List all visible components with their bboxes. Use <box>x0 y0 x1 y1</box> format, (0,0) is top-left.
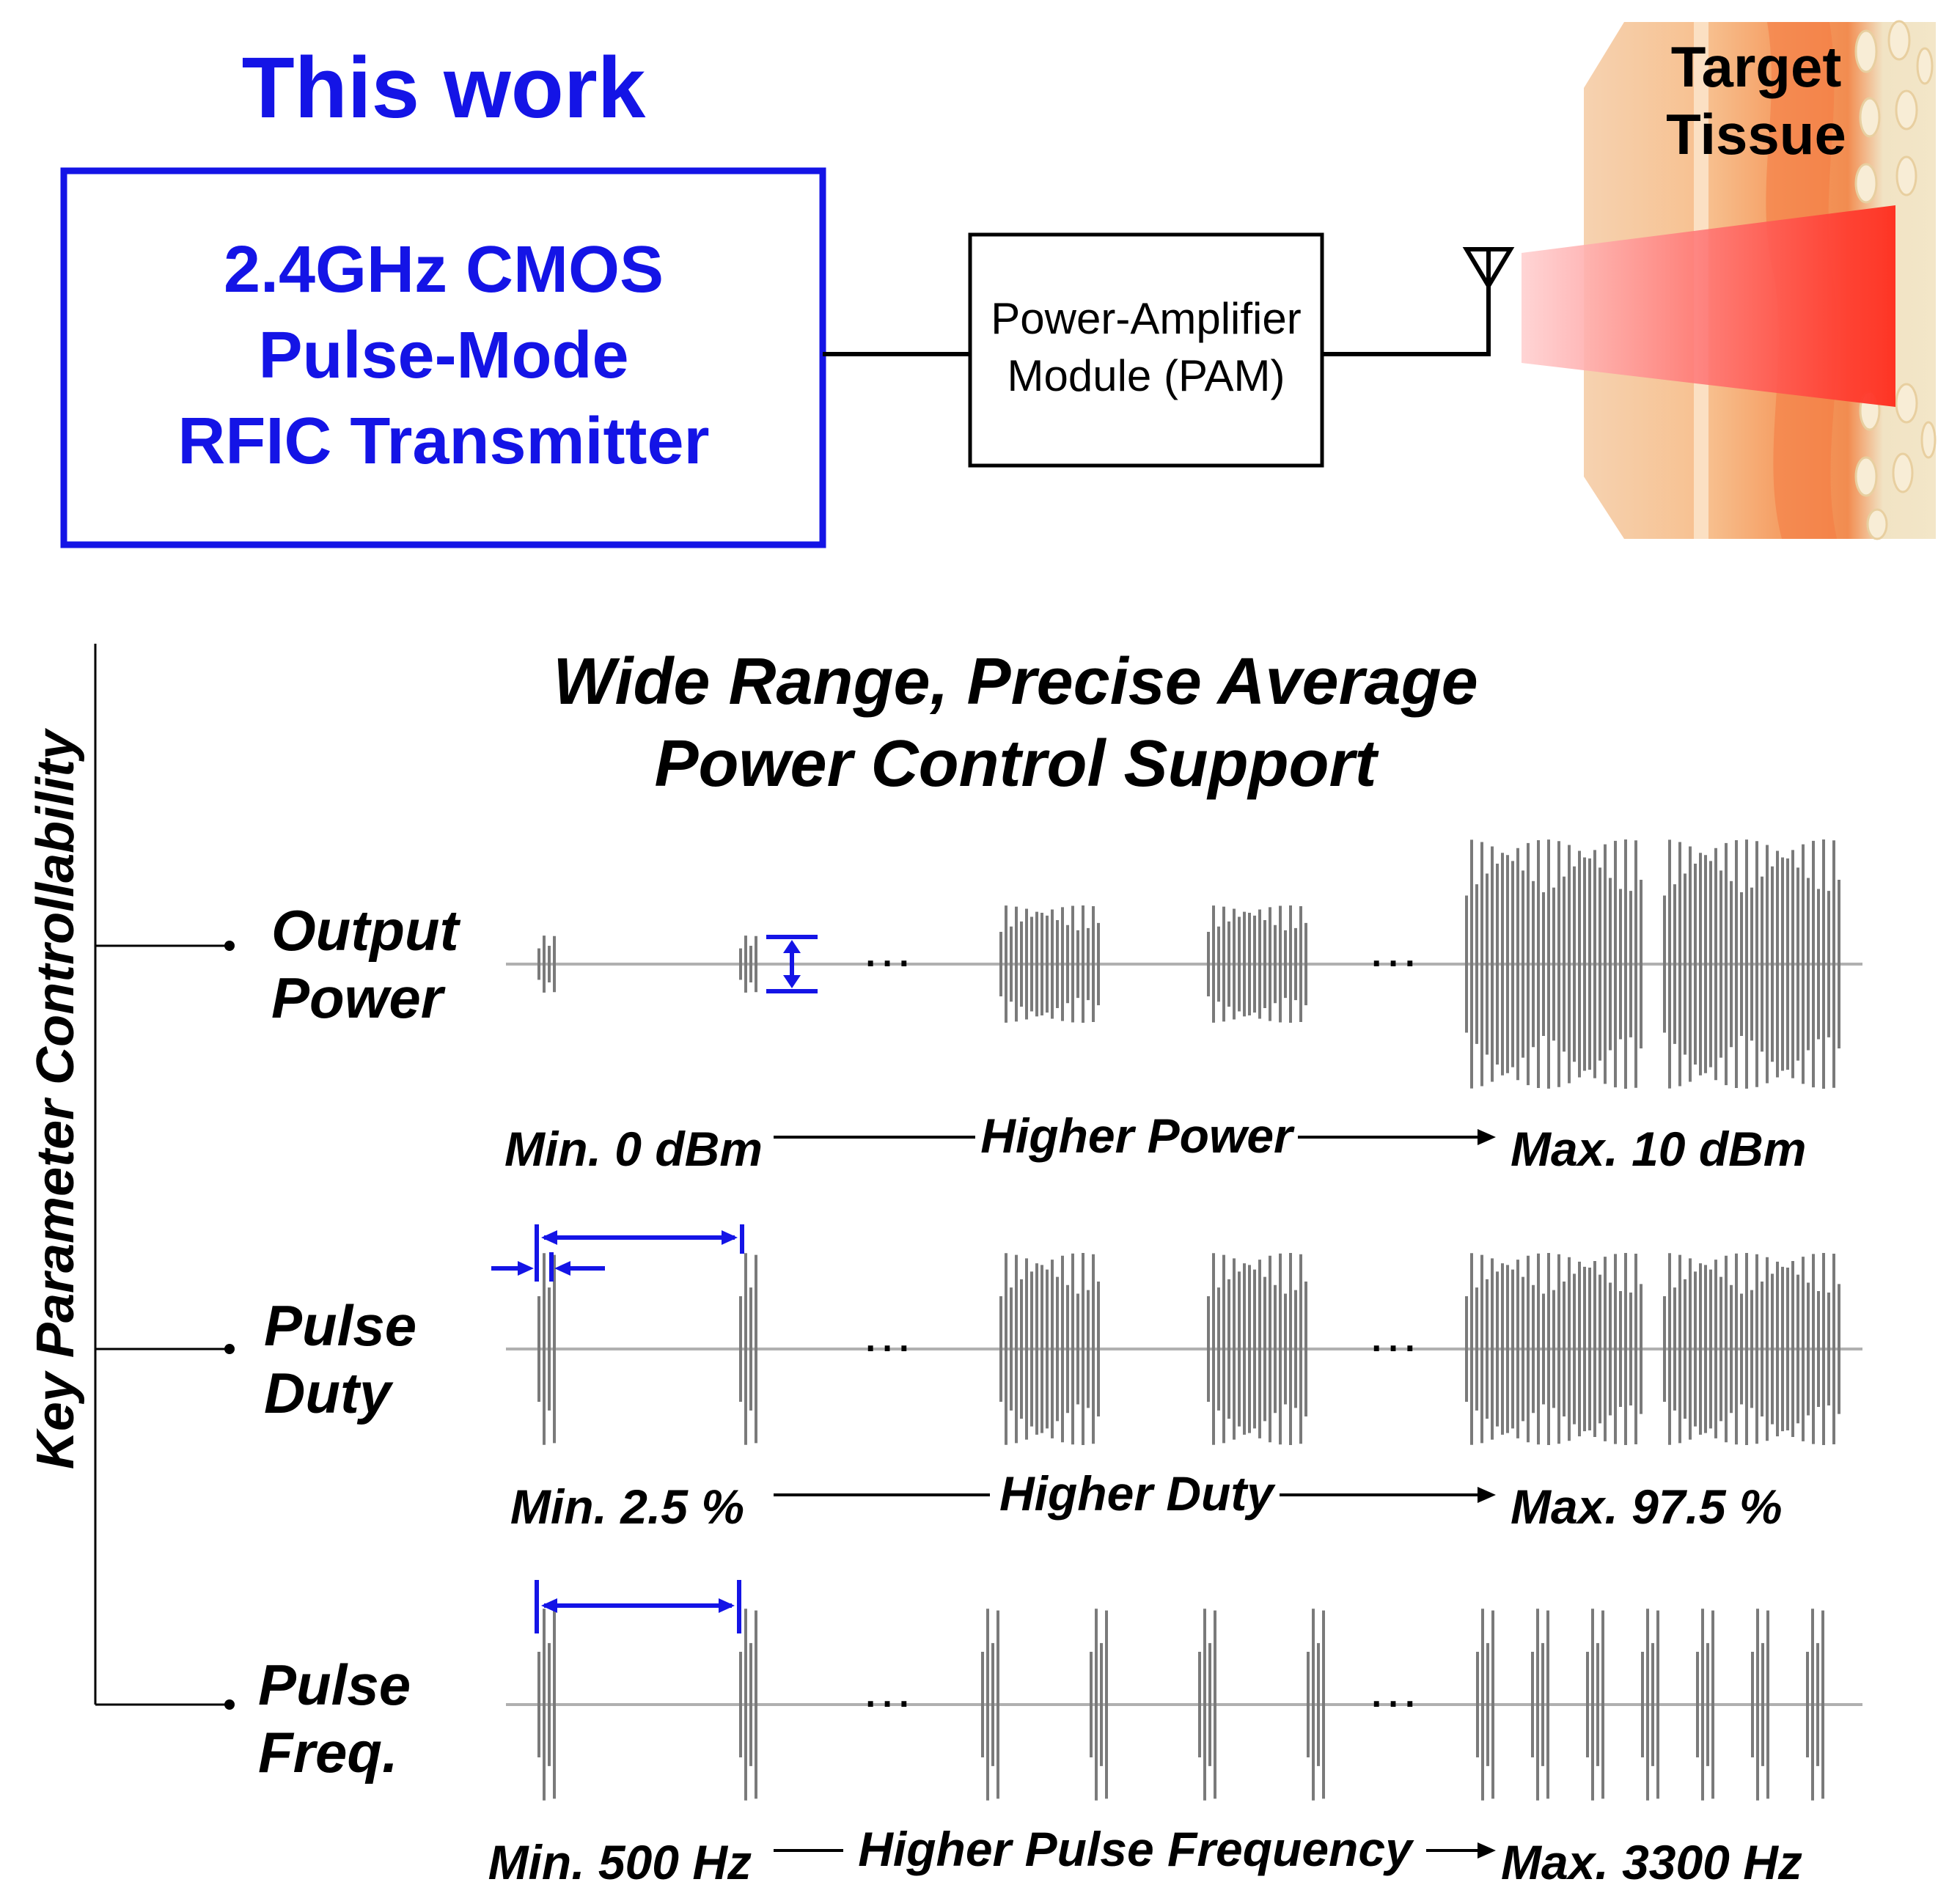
rf-burst <box>1465 839 1642 1089</box>
ellipsis-1: … <box>861 919 914 978</box>
row-output-power-max: Max. 10 dBm <box>1511 1122 1806 1176</box>
rf-burst <box>739 936 757 993</box>
row-pulse-duty-name-2: Duty <box>264 1361 394 1425</box>
rf-beam <box>1522 205 1895 407</box>
row-pulse-freq-name-2: Freq. <box>258 1720 398 1784</box>
rf-burst <box>739 1609 757 1801</box>
rf-burst <box>537 936 556 993</box>
row-pulse-duty-middle: Higher Duty <box>999 1466 1276 1521</box>
amplitude-marker <box>766 935 818 993</box>
row-pulse-freq-max: Max. 3300 Hz <box>1501 1835 1802 1889</box>
pam-to-antenna-wire <box>1322 282 1491 356</box>
rf-burst <box>1198 1609 1216 1801</box>
pulse-duty-waveform <box>537 1253 1840 1445</box>
rf-burst <box>981 1609 999 1801</box>
heading-line-1: Wide Range, Precise Average <box>553 645 1478 718</box>
row-pulse-duty-max: Max. 97.5 % <box>1511 1480 1783 1534</box>
ellipsis-5: … <box>861 1660 914 1719</box>
ellipsis-2: … <box>1367 919 1420 978</box>
row-pulse-duty: Pulse Duty … … Min. 2.5 % Higher Duty Ma… <box>95 1224 1862 1534</box>
row-pulse-freq: Pulse Freq. … … Min. 500 Hz Higher Pulse… <box>95 1580 1862 1889</box>
heading-line-2: Power Control Support <box>655 727 1380 801</box>
rf-burst <box>1663 1253 1840 1445</box>
transmitter-box <box>60 167 826 548</box>
rf-burst <box>999 905 1100 1023</box>
rf-burst <box>1476 1609 1494 1801</box>
ellipsis-4: … <box>1367 1304 1420 1363</box>
antenna-icon <box>1462 247 1515 290</box>
pam-line-1: Power-Amplifier <box>991 294 1301 343</box>
tissue-illustration <box>1522 20 1937 540</box>
rf-burst <box>1641 1609 1659 1801</box>
rf-burst <box>1531 1609 1549 1801</box>
tissue-label-line-1: Target <box>1671 34 1842 99</box>
row-output-power-min: Min. 0 dBm <box>504 1122 763 1176</box>
row-output-power-name-2: Power <box>271 966 446 1030</box>
axis-label: Key Parameter Controllability <box>26 727 85 1469</box>
tissue-label-line-2: Tissue <box>1666 102 1846 166</box>
this-work-title: This work <box>242 40 646 136</box>
transmitter-line-2: Pulse-Mode <box>258 319 628 392</box>
transmitter-line-3: RFIC Transmitter <box>177 405 709 478</box>
transmitter-line-1: 2.4GHz CMOS <box>224 233 664 306</box>
rf-burst <box>1751 1609 1769 1801</box>
rf-burst <box>1696 1609 1714 1801</box>
rf-burst <box>1465 1253 1642 1445</box>
row-output-power-middle: Higher Power <box>980 1109 1295 1163</box>
row-output-power: Output Power … … Min. 0 dBm Higher Power… <box>95 839 1862 1176</box>
output-power-waveform <box>537 839 1840 1089</box>
ellipsis-3: … <box>861 1304 914 1363</box>
rf-burst <box>1207 905 1307 1023</box>
pam-box <box>968 232 1324 468</box>
period-and-width-markers <box>491 1224 744 1282</box>
rf-burst <box>1663 839 1840 1089</box>
rf-burst <box>537 1253 556 1445</box>
row-pulse-freq-min: Min. 500 Hz <box>488 1835 752 1889</box>
rf-burst <box>1586 1609 1604 1801</box>
rf-burst <box>999 1253 1100 1445</box>
pam-line-2: Module (PAM) <box>1007 351 1285 400</box>
rf-burst <box>739 1253 757 1445</box>
pulse-freq-waveform <box>537 1609 1824 1801</box>
row-output-power-name-1: Output <box>271 898 461 963</box>
rf-burst <box>1806 1609 1824 1801</box>
rf-burst <box>1307 1609 1325 1801</box>
ellipsis-6: … <box>1367 1660 1420 1719</box>
row-pulse-freq-name-1: Pulse <box>258 1653 411 1717</box>
row-pulse-duty-name-1: Pulse <box>264 1293 416 1358</box>
row-pulse-freq-middle: Higher Pulse Frequency <box>858 1822 1414 1876</box>
rf-burst <box>1207 1253 1307 1445</box>
period-marker <box>535 1580 741 1633</box>
rf-burst <box>537 1609 556 1801</box>
rf-burst <box>1090 1609 1108 1801</box>
row-pulse-duty-min: Min. 2.5 % <box>510 1480 744 1534</box>
